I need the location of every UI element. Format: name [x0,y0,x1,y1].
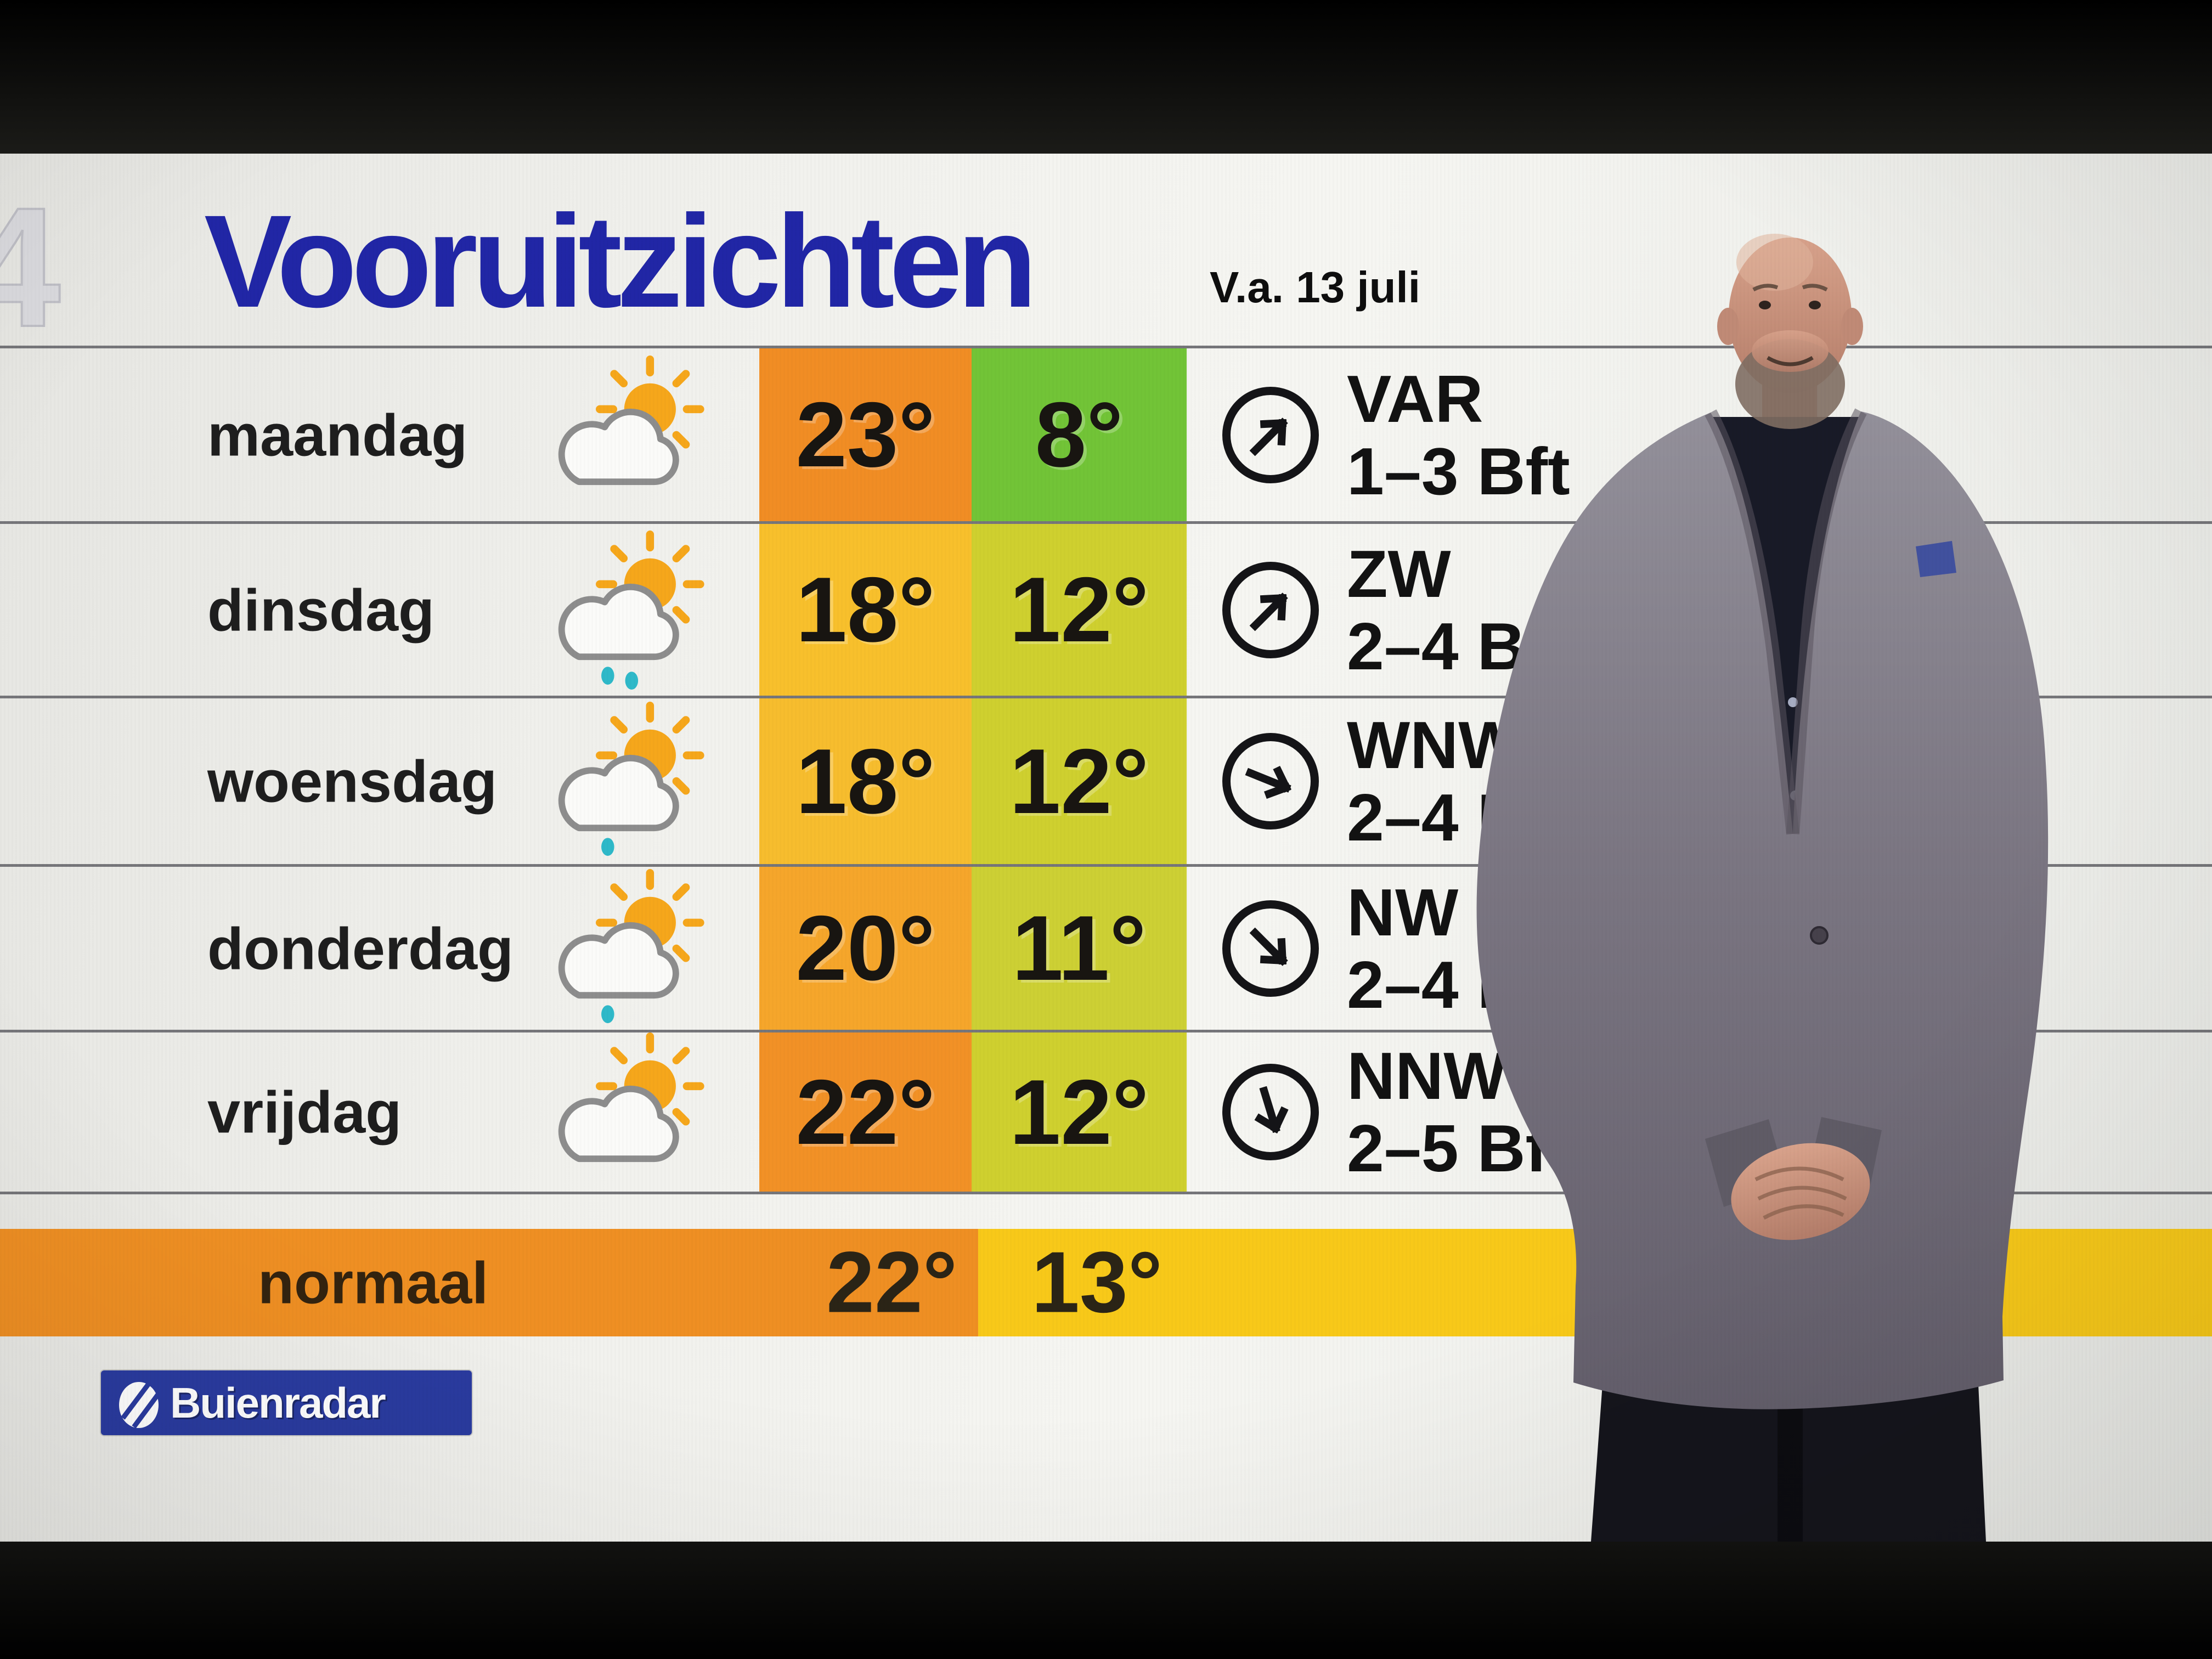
wind-arrow-icon [1207,885,1333,1011]
presenter-ear [1841,308,1863,345]
wind-direction-icon [1222,900,1319,997]
wind-arrow-icon [1213,724,1329,839]
presenter-jacket-button [1810,926,1829,945]
valid-from-date: V.a. 13 juli [1210,263,1420,312]
presenter-eye [1759,301,1771,309]
forecast-row: 18° 12° dinsdag ZW 2–4 Bft [0,524,2212,696]
min-temp-cell: 12° [972,524,1187,696]
min-temp-cell: 12° [972,1032,1187,1192]
row-separator [0,696,2212,698]
wind-info: VAR 1–3 Bft [1347,363,1570,507]
wind-direction-icon [1222,1064,1319,1160]
max-temp-cell: 18° [759,698,972,864]
presenter-pocket-square [1916,541,1956,577]
min-temp: 12° [1009,1060,1149,1164]
sun-cloud-icon [521,1032,724,1192]
wind-speed: 1–3 Bft [1347,433,1570,509]
weather-icon [558,530,704,690]
min-temp-cell: 12° [972,698,1187,864]
row-separator [0,1030,2212,1032]
forecast-row: 22° 12° vrijdag NNW 2–5 Bft [0,1032,2212,1192]
max-temp: 18° [795,558,935,661]
presenter-ear [1717,308,1739,345]
min-temp: 8° [1035,383,1124,486]
max-temp: 20° [795,896,935,1000]
wind-arrow-icon [1215,1057,1326,1167]
max-temp-cell: 18° [759,524,972,696]
max-temp-cell: 20° [759,867,972,1030]
wind-arrow-icon [1207,547,1333,673]
wind-direction-icon [1222,561,1319,658]
presenter-eye [1809,301,1821,309]
wind-direction-icon [1222,733,1319,830]
forecast-row: 20° 11° donderdag NW 2–4 Bft [0,867,2212,1030]
min-temp: 12° [1009,558,1149,661]
buienradar-logo-text: Buienradar [170,1378,386,1427]
presenter-smile [1767,356,1814,366]
day-label: vrijdag [207,1079,402,1146]
tv-bezel-bottom [0,1542,2212,1659]
presenter-lapel [1786,408,1867,834]
sun-cloud-drizzle-icon [521,867,724,1030]
tv-screen: 4 Vooruitzichten V.a. 13 juli 23° 8° maa… [0,154,2212,1542]
forecast-row: 23° 8° maandag VAR 1–3 Bft [0,348,2212,521]
min-temp-cell: 8° [972,348,1187,521]
day-label: maandag [207,402,468,468]
day-label: donderdag [207,915,514,981]
max-temp-cell: 23° [759,348,972,521]
presenter-jacket [1476,411,2049,1409]
min-temp: 11° [1012,896,1147,1000]
day-label: dinsdag [207,577,435,643]
presenter-leg-gap [1778,1393,1803,1542]
presenter-lapel [1705,409,1799,835]
row-separator [0,1192,2212,1194]
row-separator [0,864,2212,867]
day-label: woensdag [207,748,498,815]
max-temp: 22° [795,1060,935,1164]
normal-max-band [0,1229,978,1336]
sun-cloud-drizzle-icon [521,698,724,864]
sun-cloud-rain-icon [521,524,724,696]
weather-icon [558,868,704,1023]
wind-direction-icon [1222,386,1319,483]
wind-direction: VAR [1347,361,1483,436]
max-temp-cell: 22° [759,1032,972,1192]
normal-min-temp: 13° [1031,1234,1163,1331]
min-temp-cell: 11° [972,867,1187,1030]
max-temp: 23° [795,383,935,486]
buienradar-logo: Buienradar [101,1370,472,1435]
wind-direction: NW [1347,874,1459,950]
wind-direction: ZW [1347,536,1451,611]
weather-presenter [1476,234,2049,1542]
row-separator [0,521,2212,524]
channel-watermark: 4 [0,171,61,363]
weather-icon [558,1032,704,1163]
tv-bezel-top [0,0,2212,154]
weather-icon [558,702,704,856]
wind-arrow-icon [1207,372,1333,498]
sun-cloud-icon [521,348,724,521]
buienradar-raindrop-icon [115,1376,162,1429]
min-temp: 12° [1009,729,1149,833]
normal-label: normaal [258,1249,489,1316]
max-temp: 18° [795,729,935,833]
weather-icon [558,355,704,485]
row-separator [0,346,2212,348]
wind-direction: NNW [1347,1039,1507,1113]
page-title: Vooruitzichten [204,188,1037,335]
normal-max-temp: 22° [826,1234,957,1331]
